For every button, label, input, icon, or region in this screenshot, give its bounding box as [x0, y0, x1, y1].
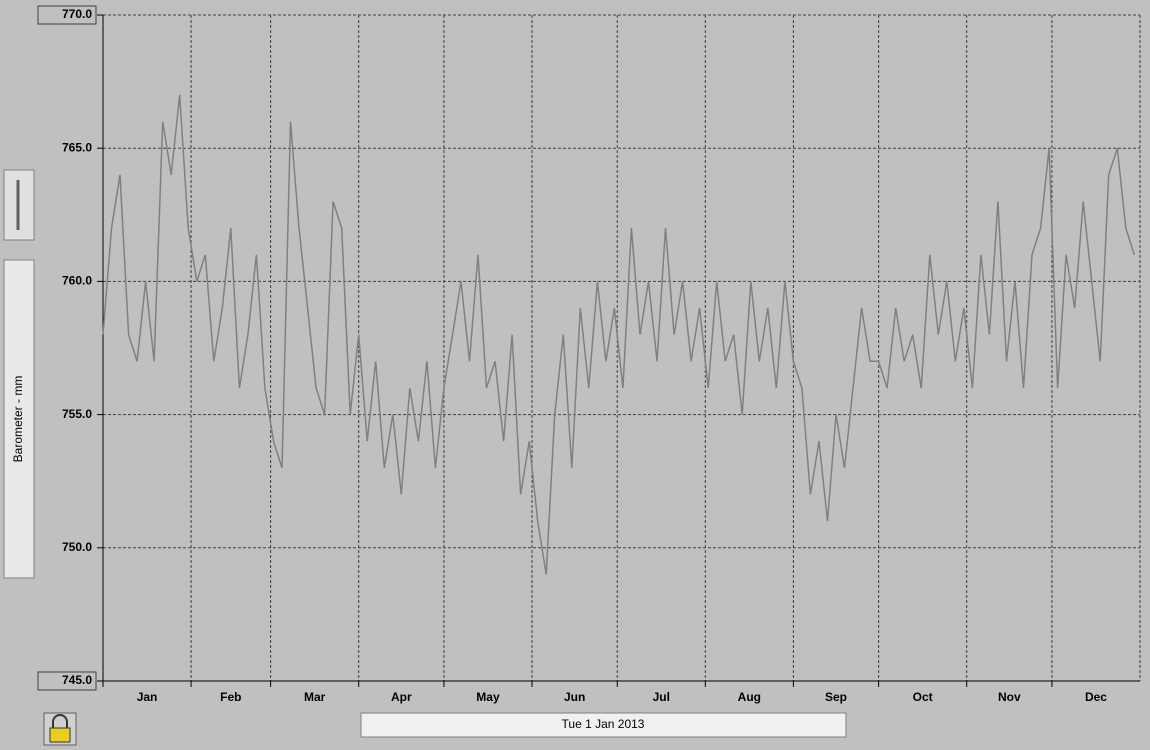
- y-tick-label: 765.0: [62, 140, 92, 154]
- plot: 745.0 750.0 755.0 760.0 765.0 770.0 Jan Feb Mar A…: [37, 5, 1141, 704]
- series-line: [102, 94, 1136, 575]
- x-tick-label: May: [476, 690, 500, 704]
- scroll-handle[interactable]: [3, 169, 35, 241]
- y-tick-label: 750.0: [62, 540, 92, 554]
- x-tick-label: Oct: [913, 690, 933, 704]
- x-tick-label: Feb: [220, 690, 241, 704]
- x-tick-label: Jun: [564, 690, 585, 704]
- y-axis-label: Barometer - mm: [11, 376, 25, 463]
- y-tick-label: 745.0: [62, 673, 92, 687]
- x-tick-label: Jul: [653, 690, 670, 704]
- y-tick-label: 760.0: [62, 274, 92, 288]
- x-tick-label: Dec: [1085, 690, 1107, 704]
- date-button[interactable]: [360, 712, 847, 738]
- x-tick-label: Mar: [304, 690, 326, 704]
- axis-label-panel[interactable]: [3, 259, 35, 579]
- y-tick-label: 755.0: [62, 407, 92, 421]
- lock-button[interactable]: [43, 712, 77, 746]
- lock-shackle: [52, 714, 68, 728]
- x-tick-label: Apr: [391, 690, 412, 704]
- y-tick-label: 770.0: [62, 7, 92, 21]
- x-tick-label: Jan: [137, 690, 158, 704]
- y-tick-box: [37, 5, 97, 25]
- y-tick-box: [37, 671, 97, 691]
- lock-body: [49, 727, 71, 743]
- x-tick-label: Nov: [998, 690, 1021, 704]
- x-tick-label: Aug: [738, 690, 761, 704]
- date-label: Tue 1 Jan 2013: [562, 717, 645, 731]
- x-tick-label: Sep: [825, 690, 847, 704]
